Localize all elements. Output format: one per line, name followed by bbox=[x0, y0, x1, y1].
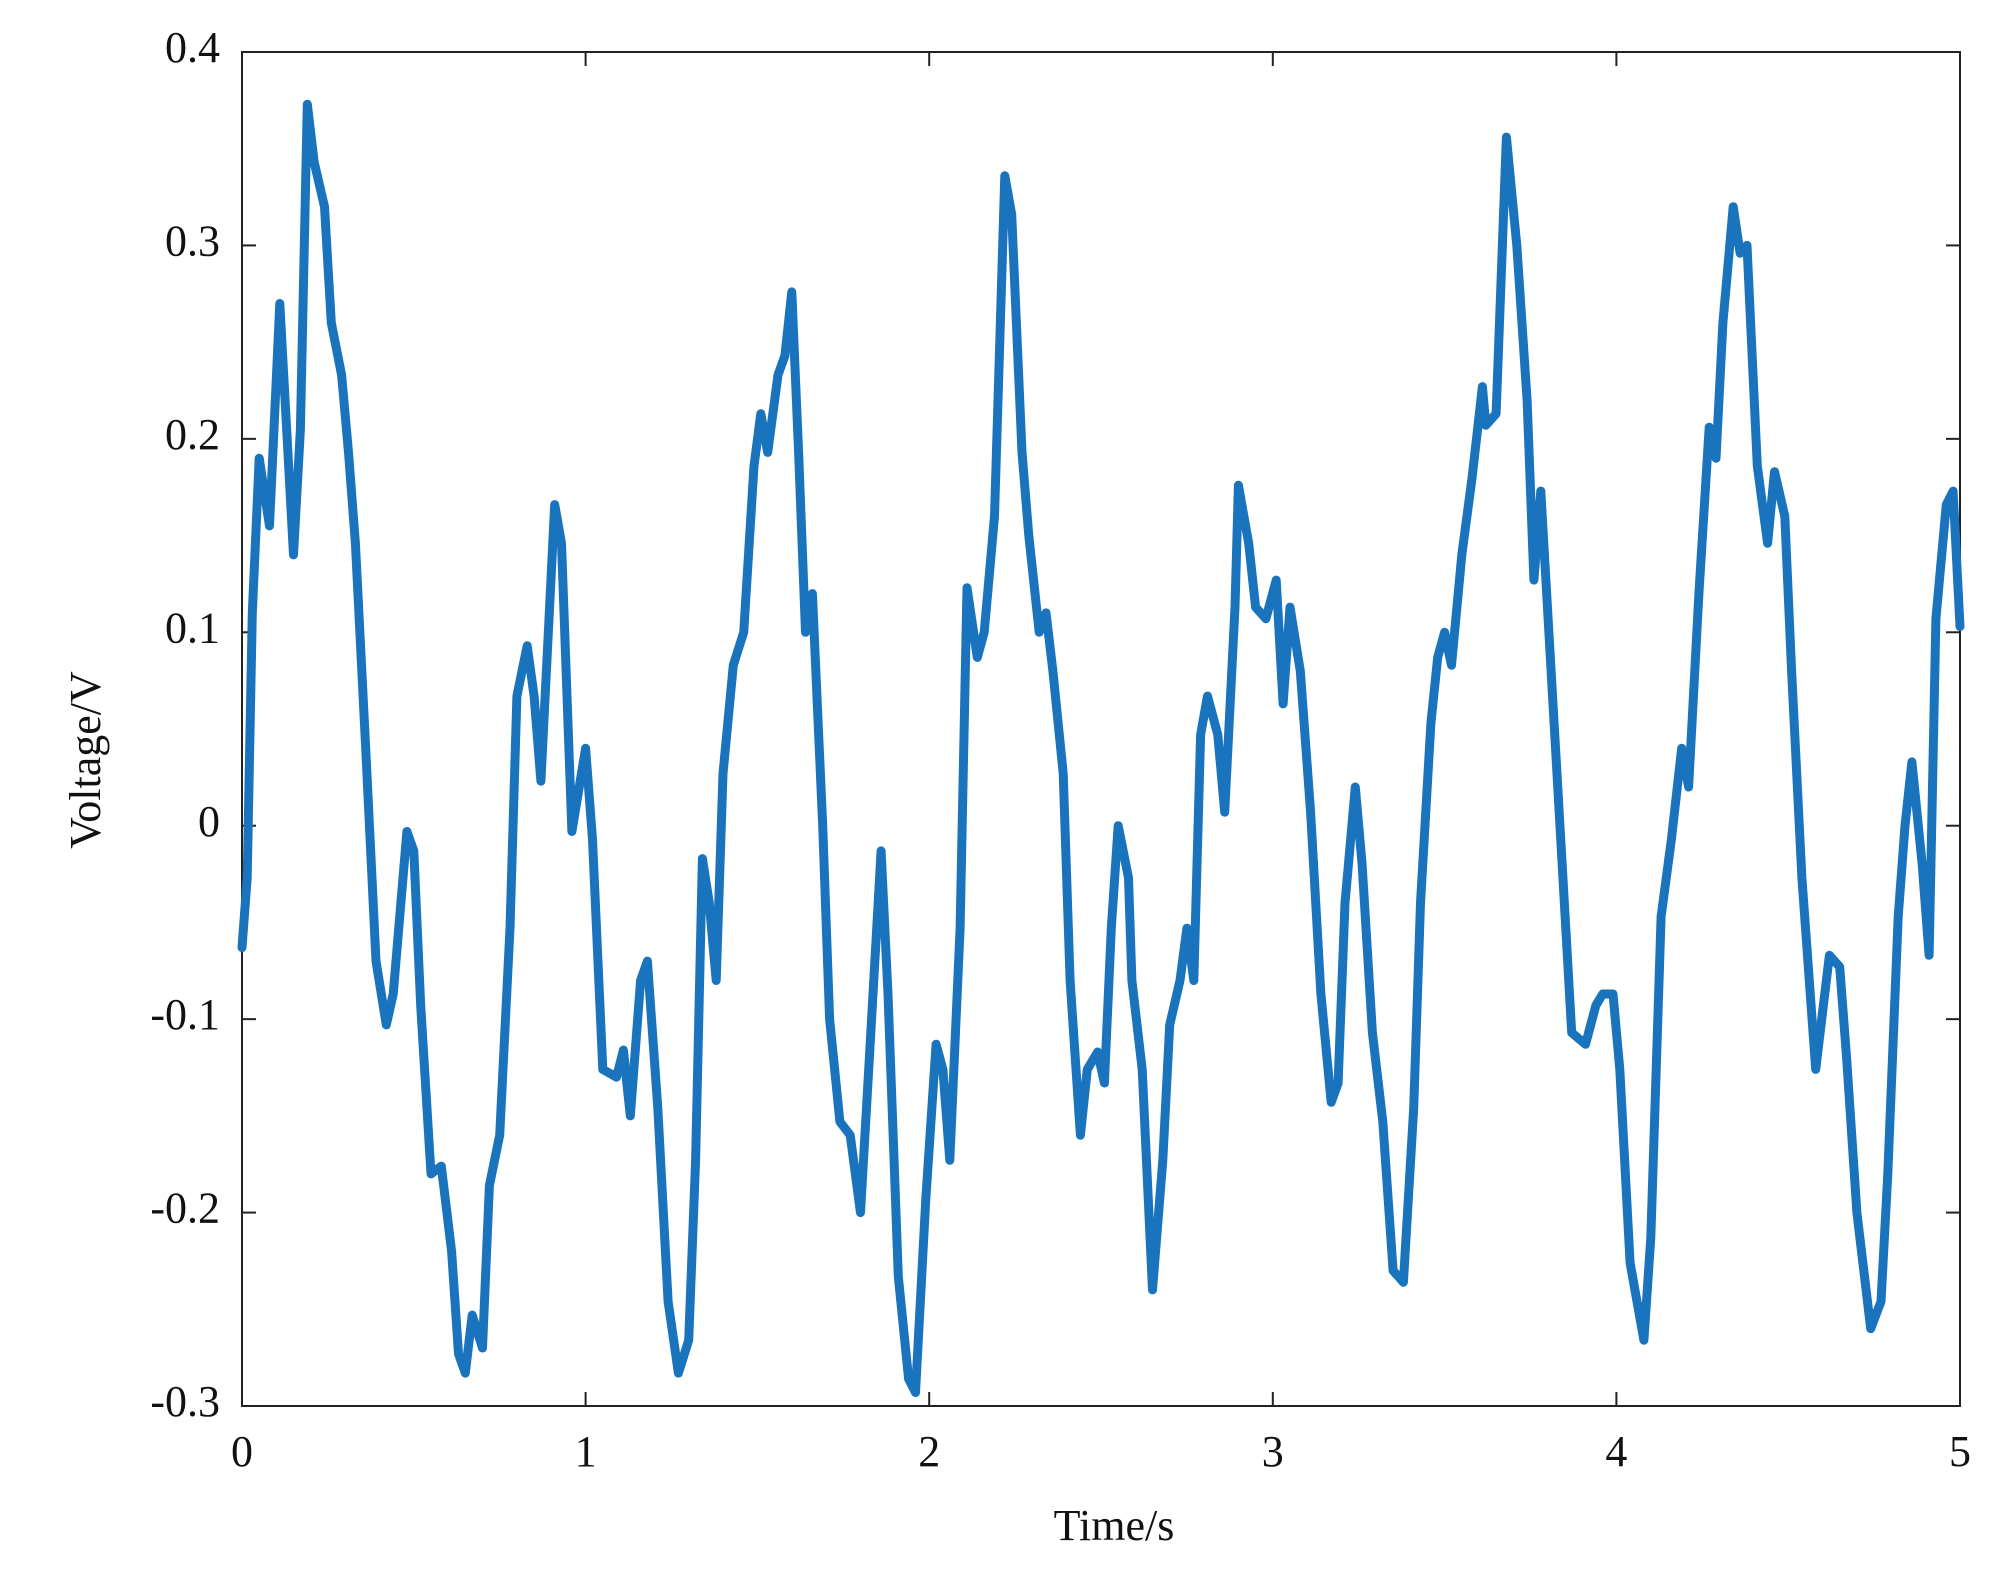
x-tick-label: 0 bbox=[231, 1427, 253, 1476]
y-tick-label: 0.2 bbox=[165, 410, 220, 459]
data-line bbox=[237, 99, 1965, 1397]
y-tick-label: 0.1 bbox=[165, 603, 220, 652]
x-tick-label: 3 bbox=[1262, 1427, 1284, 1476]
y-tick-label: -0.1 bbox=[150, 990, 220, 1039]
y-tick-label: -0.2 bbox=[150, 1184, 220, 1233]
y-tick-label: 0.3 bbox=[165, 217, 220, 266]
y-tick-label: 0 bbox=[198, 797, 220, 846]
y-tick-label: -0.3 bbox=[150, 1377, 220, 1426]
axes-box bbox=[241, 51, 1961, 1407]
x-tick-label: 5 bbox=[1949, 1427, 1971, 1476]
y-tick-label: 0.4 bbox=[165, 23, 220, 72]
x-tick-label: 1 bbox=[575, 1427, 597, 1476]
x-axis-label: Time/s bbox=[1054, 1501, 1175, 1550]
x-tick-label: 2 bbox=[918, 1427, 940, 1476]
y-axis-label: Voltage/V bbox=[61, 671, 110, 849]
x-tick-label: 4 bbox=[1605, 1427, 1627, 1476]
